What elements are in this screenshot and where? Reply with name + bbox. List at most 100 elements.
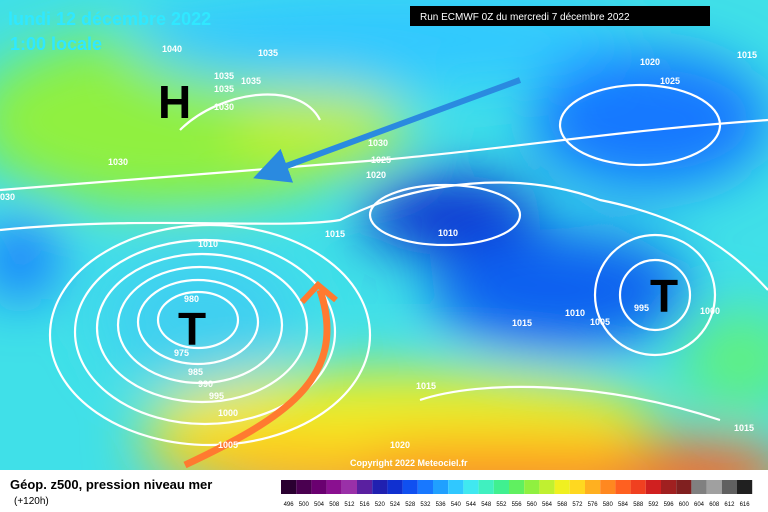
isobar-label: 1020 [640,57,660,67]
scale-swatch [296,480,312,494]
isobar-label: 1030 [214,102,234,112]
scale-label: 584 [618,502,629,508]
color-scale: 496 500 504 508 512 516 520 524 528 532 536 540 544 5… [281,480,753,508]
scale-label: 544 [466,502,477,508]
isobar-label: 985 [188,367,203,377]
scale-label: 572 [572,502,583,508]
scale-swatch [691,480,707,494]
scale-label: 616 [740,502,751,508]
scale-swatch [585,480,601,494]
scale-swatch [661,480,677,494]
scale-swatch [448,480,464,494]
isobar-label: 1005 [218,440,238,450]
scale-label: 604 [694,502,705,508]
scale-swatch [357,480,373,494]
isobar-label: 975 [174,348,189,358]
isobar-label: 1005 [590,317,610,327]
scale-label: 504 [314,502,325,508]
scale-swatch [721,480,737,494]
scale-label: 524 [390,502,401,508]
footer-lead: (+120h) [14,496,49,507]
isobar-label: 995 [209,391,224,401]
isobar-label: 1015 [512,318,532,328]
run: Run ECMWF 0Z du mercredi 7 décembre 2022 [420,12,630,23]
scale-label: 556 [512,502,523,508]
time: 1:00 locale [10,34,102,54]
scale-swatch [372,480,388,494]
isobar-label: 980 [184,294,199,304]
scale-swatch [311,480,327,494]
isobar-label: 1025 [660,76,680,86]
scale-swatch [509,480,525,494]
scale-swatch [737,480,753,494]
scale-label: 600 [679,502,690,508]
scale-swatch [281,480,297,494]
scale-swatch [402,480,418,494]
isobar-label: 1030 [368,138,388,148]
scale-swatch [524,480,540,494]
isobar-label: 1000 [218,408,238,418]
scale-label: 608 [709,502,720,508]
scale-label: 512 [344,502,355,508]
scale-swatch [706,480,722,494]
pressure-centers: H T T [158,76,678,355]
isobar-label: 1020 [366,170,386,180]
copyright: Copyright 2022 Meteociel.fr [350,458,468,468]
scale-label: 528 [405,502,416,508]
isobars [0,83,768,447]
isobar-label: 1030 [108,157,128,167]
scale-label: 568 [557,502,568,508]
scale-label: 516 [360,502,371,508]
scale-swatch [554,480,570,494]
scale-label: 588 [633,502,644,508]
isobar-label: 990 [198,379,213,389]
warm-arrow [183,288,331,469]
scale-label: 540 [451,502,462,508]
scale-swatch [569,480,585,494]
scale-label: 560 [527,502,538,508]
isobar-label: 1020 [390,440,410,450]
scale-label: 508 [329,502,340,508]
scale-swatch [493,480,509,494]
isobar-label: 1000 [700,306,720,316]
scale-label: 500 [299,502,310,508]
scale-swatch [645,480,661,494]
scale-label: 548 [481,502,492,508]
warm-arrow-head [299,280,338,305]
isobar-label: 1025 [371,155,391,165]
scale-swatch [539,480,555,494]
scale-label: 520 [375,502,386,508]
run-box [410,6,710,26]
isobar-label: 1010 [565,308,585,318]
scale-label: 552 [496,502,507,508]
scale-swatch [463,480,479,494]
scale-swatch [630,480,646,494]
jet-arrow [253,77,522,183]
isobar-label: 1015 [325,229,345,239]
scale-label: 596 [664,502,675,508]
scale-label: 532 [420,502,431,508]
scale-label: 592 [648,502,659,508]
isobar-label: 1015 [734,423,754,433]
footer-title: Géop. z500, pression niveau mer [10,477,212,492]
scale-swatch [615,480,631,494]
scale-swatch [387,480,403,494]
scale-swatch [341,480,357,494]
isobar-label: 995 [634,303,649,313]
center-letter: T [650,270,678,322]
isobar-label: 1040 [162,44,182,54]
isobar-label: 030 [0,192,15,202]
isobar-label: 1035 [214,71,234,81]
isobar-label: 1035 [214,84,234,94]
scale-label: 536 [436,502,447,508]
center-letter: T [178,303,206,355]
isobar-label: 1015 [416,381,436,391]
scale-label: 564 [542,502,553,508]
scale-swatch [433,480,449,494]
scale-swatch [417,480,433,494]
scale-label: 580 [603,502,614,508]
scale-swatch [600,480,616,494]
scale-swatch [478,480,494,494]
